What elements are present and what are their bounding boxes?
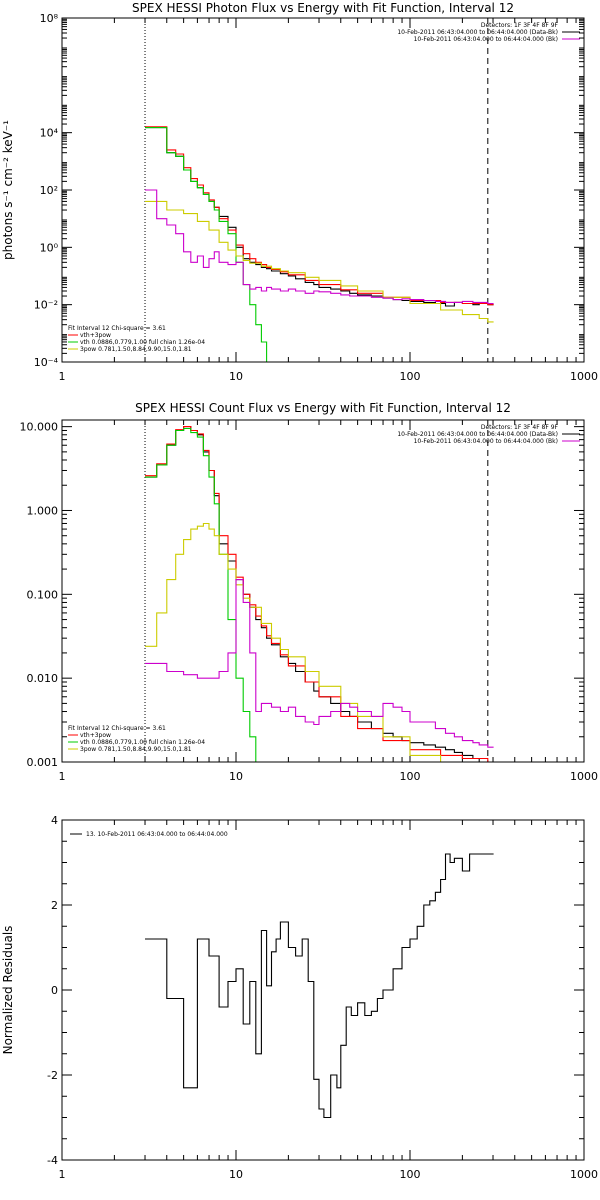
- plot-frame: [61, 17, 585, 363]
- legend-text: vth+3pow: [80, 732, 111, 739]
- x-tick-label: 10: [229, 370, 243, 383]
- legend-text: 10-Feb-2011 06:43:04.000 to 06:44:04.000…: [414, 36, 558, 43]
- series-line-3: [145, 522, 447, 763]
- legend-text: Detectors: 1F 3F 4F 8F 9F: [481, 424, 559, 431]
- legend-text: 13. 10-Feb-2011 06:43:04.000 to 06:44:04…: [86, 831, 228, 838]
- y-tick-label: 10⁰: [40, 241, 59, 254]
- x-tick-label: 100: [400, 370, 421, 383]
- series-line-0: [145, 853, 494, 1119]
- y-tick-label: -4: [47, 1154, 58, 1167]
- y-tick-label: 0.010: [27, 672, 59, 685]
- x-tick-label: 1: [59, 770, 66, 783]
- series-line-1: [145, 426, 494, 763]
- legend-text: vth 0.0886,0.779,1.00 full chian 1.26e-0…: [80, 739, 205, 746]
- legend-text: Detectors: 1F 3F 4F 8F 9F: [481, 22, 559, 29]
- y-axis-label: photons s⁻¹ cm⁻² keV⁻¹: [1, 120, 15, 260]
- x-tick-label: 10: [229, 1168, 243, 1181]
- series-line-2: [145, 127, 278, 363]
- y-tick-label: 4: [51, 814, 58, 827]
- x-tick-label: 10: [229, 770, 243, 783]
- y-tick-label: 0.100: [27, 588, 59, 601]
- series-line-4: [145, 579, 494, 748]
- y-tick-label: 10⁸: [40, 12, 59, 25]
- y-tick-label: 10²: [40, 184, 58, 197]
- y-tick-label: 10⁻⁴: [34, 356, 59, 369]
- y-tick-label: 0.001: [27, 756, 59, 769]
- legend-text: 3pow 0.781,1.50,8.84,9.90,15.0,1.81: [80, 346, 192, 353]
- legend-text: 10-Feb-2011 06:43:04.000 to 06:44:04.000…: [397, 29, 558, 36]
- count-flux-panel: SPEX HESSI Count Flux vs Energy with Fit…: [20, 401, 599, 783]
- y-tick-label: 2: [51, 899, 58, 912]
- legend-text: 10-Feb-2011 06:43:04.000 to 06:44:04.000…: [414, 438, 558, 445]
- x-tick-label: 100: [400, 1168, 421, 1181]
- x-tick-label: 1: [59, 1168, 66, 1181]
- y-tick-label: 0: [51, 984, 58, 997]
- residuals-panel: Normalized Residuals 1 10 100 1000 -4 -2 0 2 4 13.…: [1, 814, 598, 1181]
- chart-title: SPEX HESSI Count Flux vs Energy with Fit…: [135, 401, 511, 415]
- y-tick-label: 10⁻²: [34, 299, 58, 312]
- x-tick-label: 1000: [570, 770, 598, 783]
- legend-text: Fit Interval 12 Chi-square = 3.61: [68, 725, 166, 732]
- plot-frame: [61, 419, 585, 763]
- x-tick-label: 100: [400, 770, 421, 783]
- series-line-3: [145, 200, 494, 323]
- legend-text: vth+3pow: [80, 332, 111, 339]
- y-tick-label: 10.000: [20, 421, 59, 434]
- legend-text: vth 0.0886,0.779,1.00 full chian 1.26e-0…: [80, 339, 205, 346]
- legend-text: 10-Feb-2011 06:43:04.000 to 06:44:04.000…: [397, 431, 558, 438]
- legend-text: Fit Interval 12 Chi-square = 3.61: [68, 325, 166, 332]
- chart-title: SPEX HESSI Photon Flux vs Energy with Fi…: [132, 1, 514, 15]
- y-tick-label: 10⁴: [40, 127, 59, 140]
- y-tick-label: -2: [47, 1069, 58, 1082]
- x-tick-label: 1: [59, 370, 66, 383]
- plot-frame: [61, 819, 585, 1161]
- series-line-2: [145, 427, 262, 763]
- series-line-4: [145, 189, 494, 305]
- x-tick-label: 1000: [570, 370, 598, 383]
- x-tick-label: 1000: [570, 1168, 598, 1181]
- legend-text: 3pow 0.781,1.50,8.84,9.90,15.0,1.81: [80, 746, 192, 753]
- y-axis-label: Normalized Residuals: [1, 926, 15, 1055]
- y-tick-label: 1.000: [27, 504, 59, 517]
- photon-flux-panel: SPEX HESSI Photon Flux vs Energy with Fi…: [1, 1, 598, 383]
- series-line-0: [145, 426, 494, 763]
